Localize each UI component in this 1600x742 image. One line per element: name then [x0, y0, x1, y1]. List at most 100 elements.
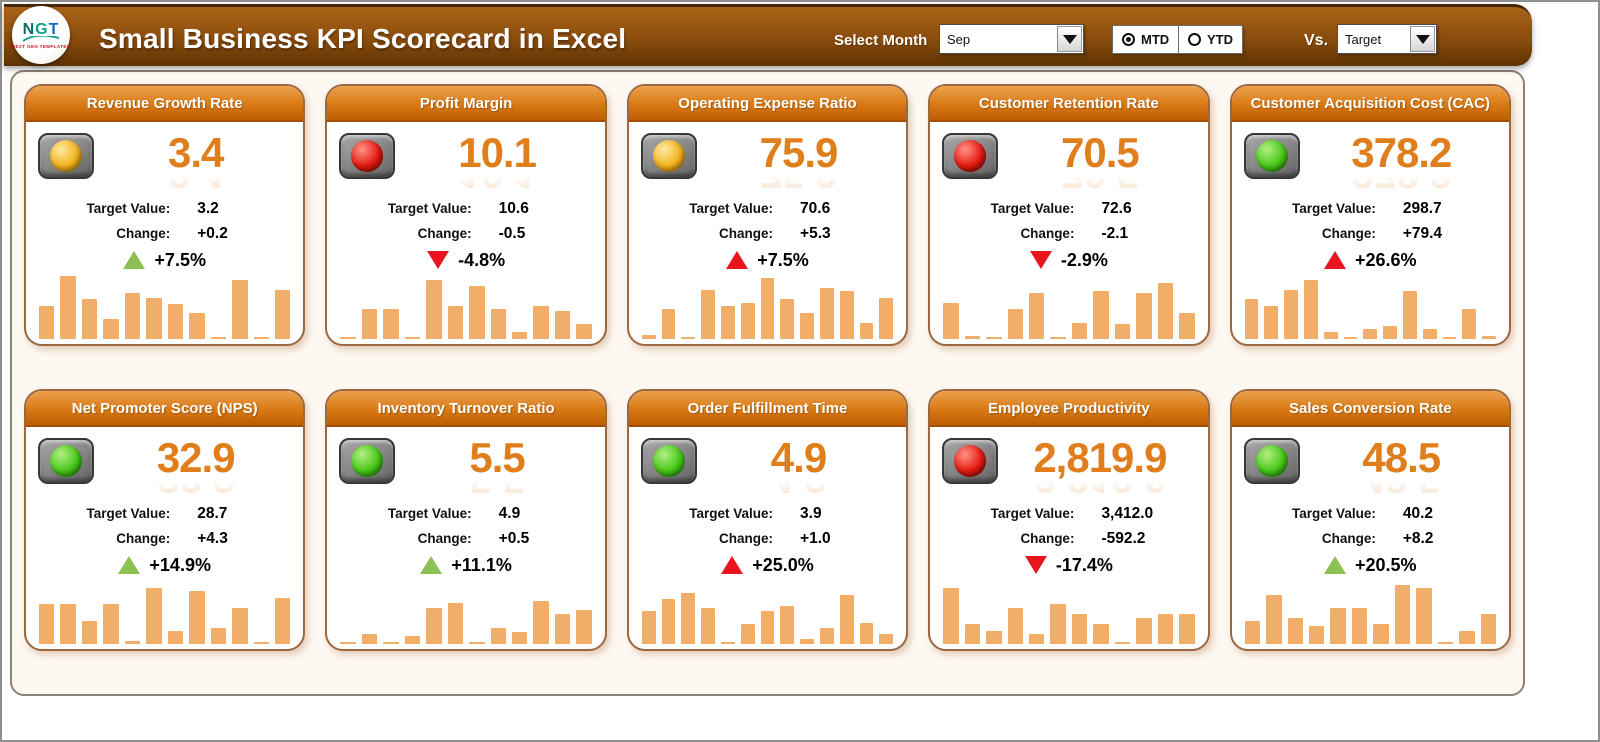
status-light-icon: [942, 438, 999, 484]
status-bulb-icon: [1255, 445, 1288, 477]
sparkline-bar: [447, 306, 464, 339]
sparkline-bar-chart: [943, 271, 1195, 339]
sparkline-bar: [167, 630, 184, 644]
change-value: +4.3: [197, 529, 228, 547]
page-title: Small Business KPI Scorecard in Excel: [99, 23, 627, 54]
vs-dropdown-button[interactable]: [1410, 26, 1435, 52]
ytd-radio-option[interactable]: YTD: [1178, 25, 1243, 54]
sparkline-bar: [124, 292, 141, 339]
sparkline-bar: [701, 607, 715, 644]
sparkline-bar: [469, 642, 485, 644]
kpi-card-title: Order Fulfillment Time: [687, 399, 848, 417]
sparkline-bar: [1136, 617, 1152, 644]
status-bulb-icon: [954, 140, 987, 172]
kpi-value-reflection: 2,819.9: [1006, 478, 1193, 498]
sparkline-bar: [964, 624, 981, 644]
month-dropdown[interactable]: Sep: [939, 24, 1084, 54]
target-value: 298.7: [1402, 199, 1442, 217]
ngt-logo: NGT NEXT GEN TEMPLATES: [12, 6, 70, 64]
change-label: Change:: [1321, 225, 1376, 241]
vs-dropdown[interactable]: Target: [1337, 24, 1437, 54]
sparkline-bar: [1179, 614, 1195, 644]
status-light-icon: [640, 133, 697, 179]
status-bulb-icon: [351, 445, 384, 477]
target-label: Target Value:: [689, 200, 774, 216]
target-label: Target Value:: [387, 200, 472, 216]
sparkline-bar: [1093, 624, 1109, 644]
mtd-radio-option[interactable]: MTD: [1112, 25, 1180, 54]
change-label: Change:: [417, 225, 472, 241]
sparkline-bar-chart: [1244, 576, 1497, 644]
kpi-card-title: Profit Margin: [419, 94, 513, 112]
sparkline-bar: [986, 630, 1002, 644]
kpi-card: Operating Expense Ratio 75.9 75.9 Target…: [626, 84, 909, 346]
sparkline-bar: [1323, 332, 1338, 339]
sparkline-bar: [1179, 312, 1195, 339]
trend-row: +26.6%: [1232, 250, 1509, 271]
kpi-card-grid: Revenue Growth Rate 3.4 3.4 Target Value…: [12, 72, 1523, 651]
status-light-icon: [640, 438, 697, 484]
change-label: Change:: [1020, 530, 1075, 546]
sparkline-bar: [383, 642, 399, 644]
change-value: +0.5: [498, 529, 530, 547]
mtd-radio-icon[interactable]: [1122, 33, 1135, 46]
trend-arrow-icon: [726, 251, 749, 270]
kpi-value-reflection: 75.9: [705, 173, 892, 193]
sparkline-bar: [1071, 322, 1088, 339]
target-row: Target Value: 72.6: [930, 200, 1207, 218]
target-value: 3.9: [800, 504, 822, 522]
trend-percent: +20.5%: [1355, 554, 1417, 575]
trend-arrow-icon: [118, 556, 141, 575]
target-row: Target Value: 70.6: [629, 200, 906, 218]
target-row: Target Value: 3.2: [26, 200, 303, 218]
sparkline-bar: [1157, 282, 1174, 339]
target-row: Target Value: 10.6: [327, 200, 604, 218]
sparkline-bar: [800, 638, 814, 644]
sparkline-bar: [986, 337, 1002, 339]
status-bulb-icon: [50, 445, 82, 477]
sparkline-bar: [404, 337, 421, 339]
sparkline-bar: [39, 604, 55, 644]
kpi-top-row: 32.9 32.9: [26, 427, 303, 498]
sparkline-bar: [1007, 309, 1023, 339]
status-bulb-icon: [652, 445, 685, 477]
status-light-icon: [339, 133, 396, 179]
month-dropdown-button[interactable]: [1057, 26, 1082, 52]
trend-row: -4.8%: [327, 250, 604, 271]
trend-percent: +11.1%: [451, 554, 512, 575]
sparkline-bar: [1422, 329, 1437, 339]
mtd-radio-label: MTD: [1141, 32, 1170, 47]
kpi-value-reflection: 10.1: [403, 173, 590, 193]
kpi-value-wrap: 10.1 10.1: [395, 132, 590, 193]
sparkline-bar: [469, 286, 485, 339]
sparkline-bar: [1284, 289, 1298, 339]
status-light-icon: [1243, 438, 1300, 484]
sparkline-bar: [490, 309, 507, 339]
change-label: Change:: [719, 530, 774, 546]
sparkline-bar: [1416, 587, 1432, 644]
sparkline-bar: [879, 298, 894, 339]
change-value: -592.2: [1101, 529, 1146, 547]
change-label: Change:: [719, 225, 774, 241]
change-value: -0.5: [498, 224, 526, 242]
trend-row: +20.5%: [1232, 555, 1509, 576]
kpi-card: Employee Productivity 2,819.9 2,819.9 Ta…: [928, 389, 1210, 651]
kpi-card-title: Customer Retention Rate: [978, 94, 1159, 112]
sparkline-bar: [800, 312, 814, 339]
sparkline-bar: [859, 622, 874, 644]
sparkline-bar: [146, 298, 162, 339]
kpi-card: Profit Margin 10.1 10.1 Target Value: 10…: [325, 84, 607, 346]
kpi-value-wrap: 70.5 70.5: [998, 132, 1193, 193]
sparkline-bar: [1029, 292, 1045, 339]
sparkline-bar: [210, 337, 227, 339]
sparkline-bar: [1462, 309, 1477, 339]
sparkline-bar: [124, 640, 141, 644]
ytd-radio-icon[interactable]: [1188, 33, 1201, 46]
status-light-icon: [942, 133, 999, 179]
kpi-card-header: Net Promoter Score (NPS): [26, 391, 304, 427]
logo-subtext: NEXT GEN TEMPLATES: [11, 43, 71, 49]
kpi-card: Customer Acquisition Cost (CAC) 378.2 37…: [1229, 84, 1511, 346]
change-label: Change:: [1321, 530, 1376, 546]
kpi-card: Customer Retention Rate 70.5 70.5 Target…: [928, 84, 1210, 346]
sparkline-bar: [426, 607, 442, 644]
